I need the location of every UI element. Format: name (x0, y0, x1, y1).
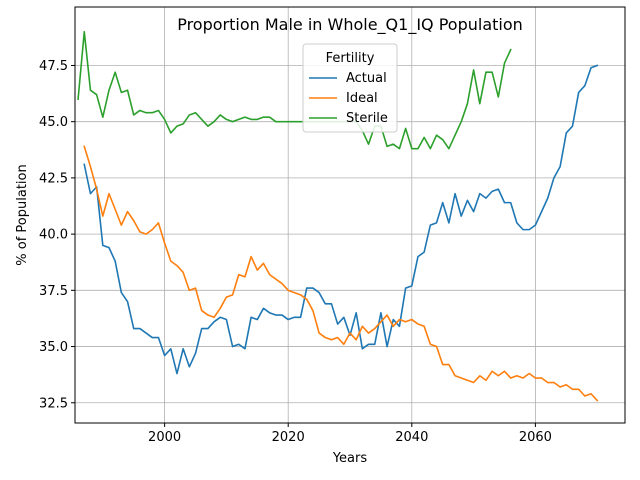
y-tick-label: 40.0 (39, 228, 68, 243)
y-tick-label: 42.5 (39, 171, 68, 186)
legend-box (302, 43, 398, 133)
y-tick-label: 37.5 (39, 284, 68, 299)
y-axis-label: % of Population (15, 164, 30, 265)
x-axis-label: Years (332, 451, 368, 466)
legend: Fertility Actual Ideal Sterile (302, 43, 398, 133)
legend-title: Fertility (326, 51, 375, 66)
series-line-ideal (83, 145, 599, 402)
y-tick-label: 35.0 (39, 340, 68, 355)
series-line-sterile (77, 30, 512, 150)
legend-label-ideal: Ideal (346, 91, 378, 106)
plot-area-frame (74, 6, 626, 424)
series-lines (77, 30, 599, 402)
axis-ticks: 2000 2020 2040 2060 32.5 35.0 37.5 40.0 42.5 45.0… (39, 59, 552, 445)
legend-label-sterile: Sterile (346, 111, 388, 126)
y-tick-label: 45.0 (39, 115, 68, 130)
series-line-actual (83, 64, 599, 375)
y-tick-label: 47.5 (39, 59, 68, 74)
y-tick-label: 32.5 (39, 396, 68, 411)
x-tick-label: 2060 (519, 430, 552, 445)
x-tick-label: 2020 (272, 430, 305, 445)
legend-label-actual: Actual (346, 71, 387, 86)
chart-title: Proportion Male in Whole_Q1_IQ Populatio… (177, 15, 523, 35)
x-tick-label: 2040 (395, 430, 428, 445)
x-tick-label: 2000 (148, 430, 181, 445)
